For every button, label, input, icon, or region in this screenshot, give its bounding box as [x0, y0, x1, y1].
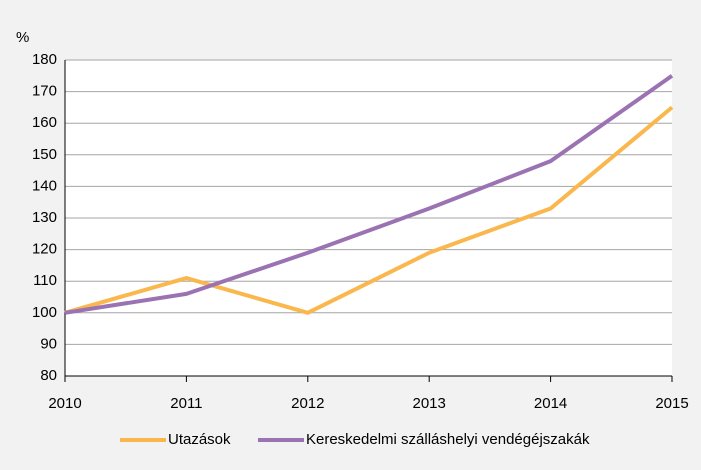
- y-tick-label: 130: [32, 209, 57, 226]
- x-tick-label: 2011: [170, 395, 202, 412]
- y-axis-label: %: [16, 29, 29, 46]
- x-tick-label: 2015: [655, 395, 688, 412]
- legend-label: Kereskedelmi szálláshelyi vendégéjszakák: [306, 431, 590, 448]
- y-tick-label: 180: [32, 51, 57, 68]
- y-tick-label: 120: [32, 241, 57, 258]
- x-tick-label: 2012: [291, 395, 324, 412]
- y-tick-label: 160: [32, 114, 57, 131]
- y-tick-label: 170: [32, 83, 57, 100]
- y-tick-label: 100: [32, 304, 57, 321]
- x-tick-label: 2013: [413, 395, 446, 412]
- x-tick-label: 2014: [534, 395, 567, 412]
- y-tick-label: 150: [32, 146, 57, 163]
- series-line: [64, 105, 674, 315]
- y-tick-label: 80: [40, 367, 57, 384]
- y-tick-label: 90: [40, 335, 57, 352]
- x-tick-label: 2010: [48, 395, 81, 412]
- y-tick-label: 110: [33, 272, 57, 289]
- series-line: [64, 74, 674, 315]
- legend-label: Utazások: [168, 431, 231, 448]
- y-tick-label: 140: [32, 177, 57, 194]
